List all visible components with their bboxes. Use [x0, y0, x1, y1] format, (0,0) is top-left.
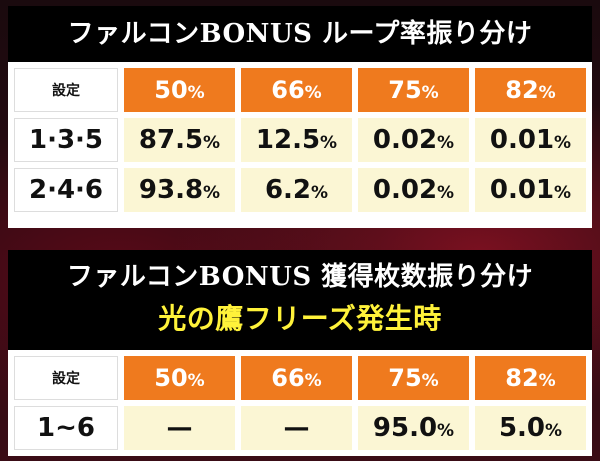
loop-rate-title: ファルコンBONUS ループ率振り分け — [8, 6, 592, 62]
table-cell: 95.0% — [358, 406, 469, 450]
table-cell: 87.5% — [124, 118, 235, 162]
table-row: 1·3·5 87.5% 12.5% 0.02% 0.01% — [14, 118, 586, 162]
column-header: 82% — [475, 356, 586, 400]
row-label: 2·4·6 — [14, 168, 118, 212]
column-header: 82% — [475, 68, 586, 112]
column-header: 66% — [241, 68, 352, 112]
table-cell: 12.5% — [241, 118, 352, 162]
loop-rate-table: 設定 50% 66% 75% 82% 1·3·5 87.5% 12.5% 0.0… — [8, 62, 592, 218]
table-row: 2·4·6 93.8% 6.2% 0.02% 0.01% — [14, 168, 586, 212]
table-header-row: 設定 50% 66% 75% 82% — [14, 356, 586, 400]
table-cell: 0.02% — [358, 118, 469, 162]
payout-subtitle: 光の鷹フリーズ発生時 — [158, 302, 442, 335]
table-cell: 0.01% — [475, 118, 586, 162]
column-header: 66% — [241, 356, 352, 400]
table-cell: 93.8% — [124, 168, 235, 212]
row-label: 1·3·5 — [14, 118, 118, 162]
setting-header: 設定 — [14, 68, 118, 112]
table-header-row: 設定 50% 66% 75% 82% — [14, 68, 586, 112]
table-cell: 0.02% — [358, 168, 469, 212]
setting-header: 設定 — [14, 356, 118, 400]
column-header: 50% — [124, 356, 235, 400]
table-cell: 0.01% — [475, 168, 586, 212]
column-header: 50% — [124, 68, 235, 112]
loop-rate-table-panel: ファルコンBONUS ループ率振り分け 設定 50% 66% 75% 82% 1… — [8, 6, 592, 228]
table-cell: 5.0% — [475, 406, 586, 450]
payout-table: 設定 50% 66% 75% 82% 1~6 — — 95.0% 5.0% — [8, 350, 592, 456]
payout-table-panel: ファルコンBONUS 獲得枚数振り分け 光の鷹フリーズ発生時 設定 50% 66… — [8, 250, 592, 456]
dash-cell: — — [241, 406, 352, 450]
table-row: 1~6 — — 95.0% 5.0% — [14, 406, 586, 450]
column-header: 75% — [358, 356, 469, 400]
column-header: 75% — [358, 68, 469, 112]
row-label: 1~6 — [14, 406, 118, 450]
dash-cell: — — [124, 406, 235, 450]
table-cell: 6.2% — [241, 168, 352, 212]
payout-title-bar: ファルコンBONUS 獲得枚数振り分け 光の鷹フリーズ発生時 — [8, 250, 592, 350]
payout-title: ファルコンBONUS 獲得枚数振り分け — [66, 262, 534, 292]
